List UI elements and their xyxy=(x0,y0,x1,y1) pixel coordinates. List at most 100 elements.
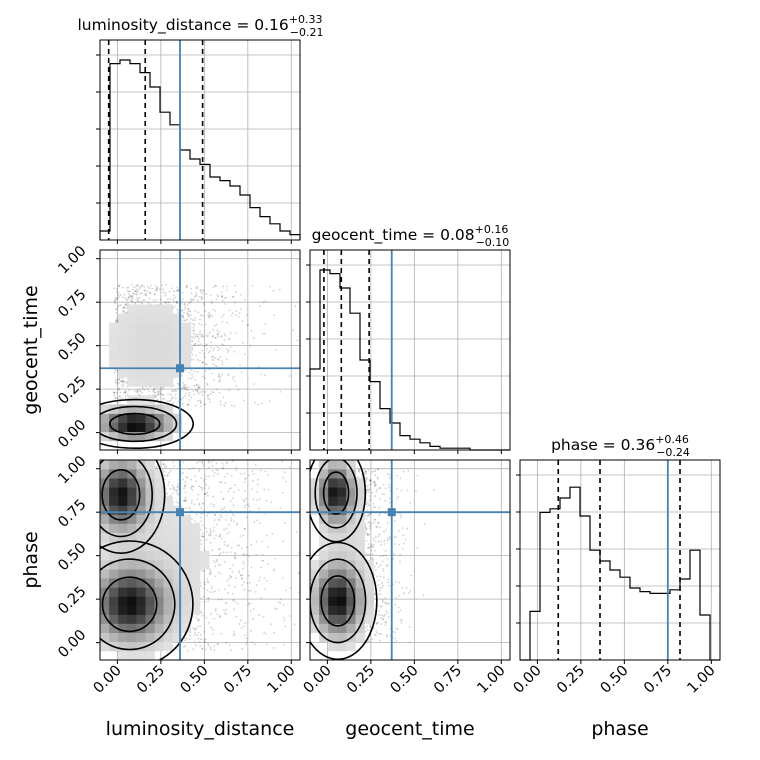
sample-point xyxy=(369,487,371,489)
sample-point xyxy=(240,294,242,296)
sample-point xyxy=(220,481,223,484)
sample-point xyxy=(124,390,127,392)
sample-point xyxy=(371,545,373,548)
sample-point xyxy=(243,528,246,530)
sample-point xyxy=(182,461,185,464)
sample-point xyxy=(375,484,377,486)
sample-point xyxy=(258,614,261,616)
sample-point xyxy=(169,469,172,472)
sample-point xyxy=(215,388,218,391)
sample-point xyxy=(176,485,179,488)
sample-point xyxy=(374,565,376,568)
sample-point xyxy=(281,491,284,494)
sample-point xyxy=(213,379,215,381)
sample-point xyxy=(206,363,208,366)
density-cell xyxy=(136,587,146,597)
density-cell xyxy=(100,641,110,652)
sample-point xyxy=(356,476,359,479)
sample-point xyxy=(195,513,198,515)
sample-point xyxy=(385,529,387,531)
sample-point xyxy=(189,314,192,317)
sample-point xyxy=(188,315,190,317)
sample-point xyxy=(161,386,164,389)
sample-point xyxy=(393,535,396,538)
sample-point xyxy=(206,382,208,385)
sample-point xyxy=(215,336,217,339)
density-cell xyxy=(154,505,164,515)
sample-point xyxy=(365,553,368,555)
sample-point xyxy=(197,625,199,628)
sample-point xyxy=(370,549,373,552)
sample-point xyxy=(221,315,224,318)
sample-point xyxy=(116,319,119,322)
sample-point xyxy=(367,546,369,549)
sample-point xyxy=(189,634,191,636)
sample-point xyxy=(395,536,398,539)
sample-point xyxy=(167,484,170,486)
sample-point xyxy=(382,618,385,621)
sample-point xyxy=(192,376,194,379)
sample-point xyxy=(192,298,195,301)
sample-point xyxy=(232,295,235,298)
density-cell xyxy=(163,496,173,506)
sample-point xyxy=(268,400,271,403)
sample-point xyxy=(210,341,212,344)
density-cell xyxy=(154,587,164,597)
density-cell xyxy=(190,550,201,561)
density-cell xyxy=(163,560,173,570)
sample-point xyxy=(381,614,383,617)
sample-point xyxy=(172,461,175,463)
sample-point xyxy=(293,623,296,626)
density-cell xyxy=(172,331,183,342)
sample-point xyxy=(214,608,217,610)
sample-point xyxy=(120,380,123,382)
density-cell xyxy=(355,560,365,570)
density-cell xyxy=(163,377,173,387)
sample-point xyxy=(206,494,209,497)
sample-point xyxy=(198,386,201,389)
density-cell xyxy=(136,569,146,579)
sample-point xyxy=(216,558,218,561)
density-cell xyxy=(355,605,365,615)
sample-point xyxy=(378,609,380,612)
sample-point xyxy=(168,290,171,293)
sample-point xyxy=(214,514,217,517)
sample-point xyxy=(201,461,203,463)
density-cell xyxy=(100,422,110,433)
density-cell xyxy=(163,359,173,369)
sample-point xyxy=(398,543,400,546)
sample-point xyxy=(234,601,237,603)
sample-point xyxy=(200,633,202,636)
sample-point xyxy=(193,332,195,335)
sample-point xyxy=(364,630,367,633)
density-cell xyxy=(100,596,110,606)
sample-point xyxy=(207,461,210,464)
sample-point xyxy=(125,303,127,305)
density-cell xyxy=(145,487,155,497)
sample-point xyxy=(364,525,367,528)
sample-point xyxy=(194,334,197,336)
sample-point xyxy=(366,485,369,488)
density-cell xyxy=(163,569,173,579)
density-cell xyxy=(172,313,183,323)
sample-point xyxy=(202,502,204,505)
sample-point xyxy=(117,397,119,399)
sample-point xyxy=(384,613,386,616)
sample-point xyxy=(278,288,281,291)
sample-point xyxy=(281,577,284,579)
sample-point xyxy=(265,534,268,537)
sample-point xyxy=(244,527,246,530)
sample-point xyxy=(175,501,178,504)
density-cell xyxy=(136,487,146,497)
sample-point xyxy=(194,404,197,407)
sample-point xyxy=(386,557,389,560)
sample-point xyxy=(195,295,198,297)
sample-point xyxy=(373,549,376,552)
sample-point xyxy=(210,572,213,574)
sample-point xyxy=(234,552,236,554)
sample-point xyxy=(190,502,193,505)
sample-point xyxy=(247,574,250,577)
sample-point xyxy=(370,522,372,525)
sample-point xyxy=(212,308,214,311)
sample-point xyxy=(365,470,367,473)
